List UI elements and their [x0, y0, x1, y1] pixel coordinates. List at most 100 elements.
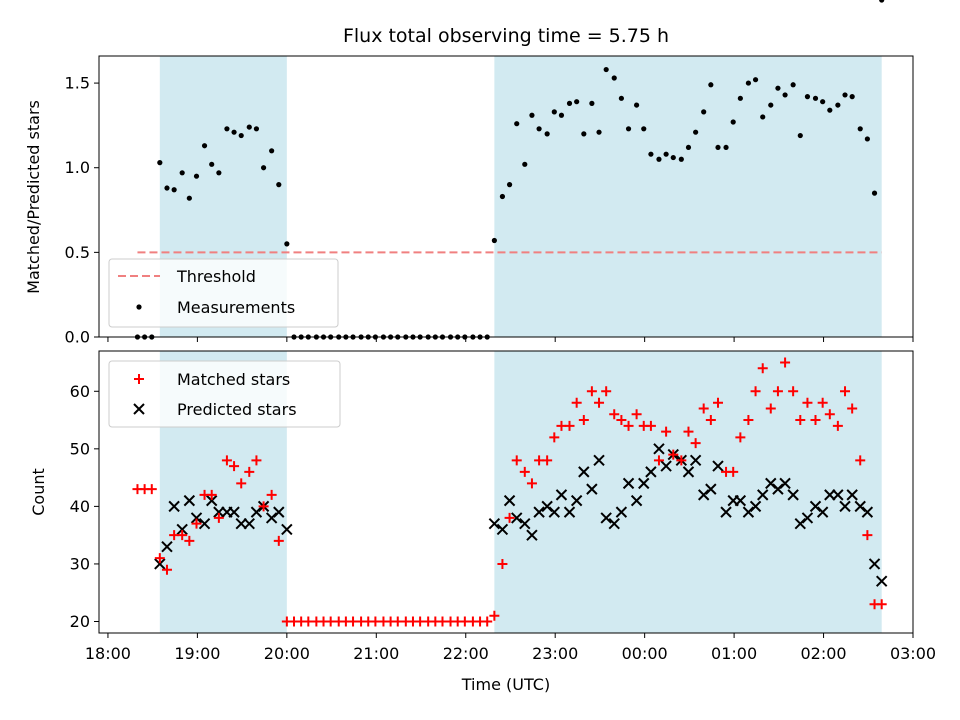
legend-matched-label: Matched stars [177, 370, 290, 389]
predicted-star-point [154, 558, 166, 570]
measurement-point [566, 100, 573, 106]
matched-star-point [616, 415, 627, 426]
measurement-point [276, 182, 282, 188]
measurement-point [812, 95, 819, 101]
matched-star-point [802, 397, 813, 408]
measurement-point [260, 165, 267, 171]
measurement-point [216, 170, 222, 176]
bottom-y-tick-label: 50 [70, 439, 90, 458]
predicted-star-point [183, 494, 196, 507]
measurement-point [835, 102, 841, 108]
matched-star-point [244, 466, 255, 477]
measurement-point [506, 182, 513, 188]
measurement-point [179, 170, 185, 176]
measurement-point [864, 136, 870, 142]
matched-star-point [824, 409, 835, 420]
top-shaded-interval-1 [494, 56, 882, 337]
matched-star-point [788, 386, 799, 397]
measurement-point [737, 95, 743, 101]
measurement-point [730, 119, 736, 125]
matched-star-point [191, 518, 202, 529]
matched-star-point [489, 610, 500, 621]
matched-star-point [780, 357, 791, 368]
measurement-point [641, 126, 647, 132]
measurement-point [693, 129, 699, 135]
measurement-point [603, 66, 609, 73]
predicted-star-point [198, 517, 211, 530]
measurement-point [491, 237, 497, 244]
bottom-y-tick-label: 60 [70, 382, 90, 401]
predicted-star-point [832, 489, 844, 501]
bottom-x-tick-label: 02:00 [800, 644, 846, 663]
predicted-star-point [630, 494, 643, 507]
measurement-point [581, 131, 587, 137]
predicted-star-point [533, 506, 545, 518]
predicted-star-point [712, 460, 724, 472]
matched-star-point [832, 420, 843, 431]
matched-star-point [206, 489, 217, 500]
matched-star-point [661, 426, 672, 437]
measurement-point [723, 144, 729, 151]
measurement-point [224, 126, 230, 132]
measurement-point [558, 112, 565, 118]
chart-title: Flux total observing time = 5.75 h [343, 25, 669, 47]
legend-predicted-label: Predicted stars [177, 400, 297, 419]
bottom-x-tick-label: 19:00 [174, 644, 220, 663]
predicted-star-point [801, 512, 814, 524]
matched-star-point [236, 478, 247, 489]
legend-threshold-label: Threshold [176, 267, 256, 286]
matched-star-point [757, 363, 768, 374]
measurement-point [246, 124, 252, 130]
matched-star-point [586, 386, 597, 397]
top-panel-frame [98, 55, 914, 338]
matched-star-point [847, 403, 858, 414]
predicted-star-point [757, 489, 769, 501]
matched-star-point [221, 455, 232, 466]
predicted-star-point [563, 506, 576, 518]
measurement-point [522, 161, 528, 167]
predicted-star-point [570, 494, 583, 507]
predicted-star-point [519, 517, 531, 530]
matched-star-point [273, 535, 284, 546]
measurement-point [663, 151, 669, 157]
measurement-point [842, 92, 848, 98]
matched-star-point [765, 403, 776, 414]
measurement-point [201, 143, 208, 149]
predicted-star-point [734, 494, 747, 507]
matched-star-point [578, 415, 589, 426]
bottom-panel: 20 30 40 50 60 18:00 19:00 20:00 21:00 22:00 23:00… [70, 350, 936, 663]
matched-star-point [653, 455, 664, 466]
measurement-point [790, 82, 796, 88]
top-legend-box [108, 258, 339, 328]
bottom-legend: Matched stars Predicted stars [108, 360, 341, 428]
predicted-star-point [600, 512, 612, 524]
bottom-x-tick-label: 21:00 [353, 644, 399, 663]
predicted-star-point [578, 466, 590, 478]
predicted-star-point [653, 443, 665, 455]
matched-star-point [705, 415, 716, 426]
bottom-x-tick-label: 23:00 [532, 644, 578, 663]
predicted-star-point [779, 477, 791, 490]
matched-star-point [712, 397, 723, 408]
predicted-star-point [861, 506, 874, 518]
measurement-point [678, 156, 684, 162]
matched-star-point [526, 478, 537, 489]
measurement-point [656, 156, 662, 162]
matched-star-point [571, 397, 582, 408]
predicted-star-point [660, 460, 672, 472]
bottom-x-tick-label: 18:00 [85, 644, 131, 663]
bottom-legend-box [108, 360, 341, 428]
measurement-point [186, 195, 192, 201]
predicted-star-point [281, 523, 293, 536]
measurement-point [820, 99, 826, 105]
measurement-point [804, 94, 811, 100]
predicted-star-point [243, 517, 255, 530]
matched-star-point [594, 397, 605, 408]
bottom-x-tick-label: 00:00 [622, 644, 668, 663]
measurement-point [618, 95, 624, 101]
matched-star-point [750, 386, 761, 397]
measurement-point [157, 160, 163, 166]
matched-star-point [840, 386, 851, 397]
matched-star-point [676, 455, 687, 466]
bottom-y-tick-label: 30 [70, 554, 90, 573]
